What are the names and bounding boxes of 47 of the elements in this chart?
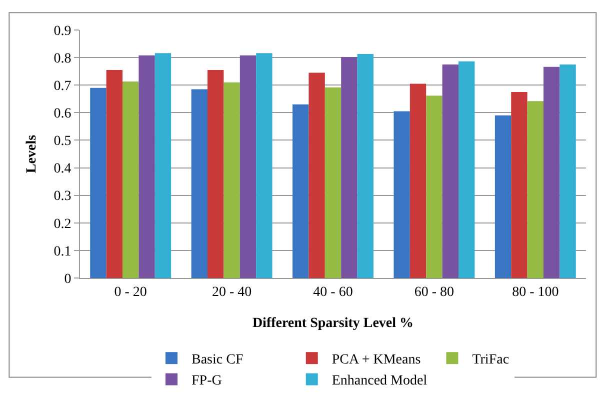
- y-tick-label: 0.7: [54, 79, 72, 94]
- bar: [90, 88, 106, 278]
- bar: [191, 89, 208, 278]
- y-tick-label: 0.3: [54, 189, 72, 204]
- bar: [458, 61, 475, 278]
- bar: [240, 55, 256, 278]
- bar: [208, 70, 224, 278]
- bar: [341, 57, 358, 278]
- bar: [527, 101, 544, 278]
- bar: [560, 64, 576, 278]
- legend-label: PCA + KMeans: [332, 352, 421, 368]
- bar: [106, 70, 122, 278]
- y-tick-label: 0.1: [54, 244, 72, 260]
- y-axis-title: Levels: [24, 134, 40, 174]
- y-tick-label: 0.4: [54, 162, 72, 177]
- legend-label: TriFac: [472, 352, 510, 368]
- bar: [357, 54, 374, 278]
- legend-label: Basic CF: [192, 352, 244, 368]
- bar: [292, 104, 309, 278]
- y-tick-label: 0: [64, 272, 72, 287]
- bar: [224, 82, 240, 278]
- bar: [256, 53, 272, 278]
- bar: [122, 82, 139, 278]
- x-tick-label: 0 - 20: [114, 284, 147, 300]
- bar: [511, 92, 528, 278]
- bar: [426, 96, 442, 278]
- bar: [544, 66, 560, 278]
- y-tick-label: 0.9: [54, 24, 72, 39]
- y-tick-label: 0.2: [54, 216, 72, 232]
- x-tick-label: 40 - 60: [313, 284, 353, 300]
- x-tick-label: 20 - 40: [212, 284, 252, 300]
- bar: [138, 55, 155, 278]
- bar: [494, 115, 512, 278]
- bar: [394, 111, 410, 278]
- bar: [154, 53, 172, 278]
- bar: [308, 72, 325, 278]
- y-tick-label: 0.5: [54, 134, 72, 150]
- x-tick-label: 80 - 100: [512, 284, 559, 300]
- y-tick-label: 0.8: [54, 51, 72, 66]
- bar: [324, 87, 342, 278]
- y-tick-label: 0.6: [54, 106, 72, 122]
- bar: [442, 64, 458, 278]
- x-axis-title: Different Sparsity Level %: [252, 316, 414, 332]
- legend-label: FP-G: [192, 374, 222, 389]
- legend-label: Enhanced Model: [332, 374, 428, 389]
- bar: [410, 84, 426, 278]
- x-tick-label: 60 - 80: [414, 284, 454, 300]
